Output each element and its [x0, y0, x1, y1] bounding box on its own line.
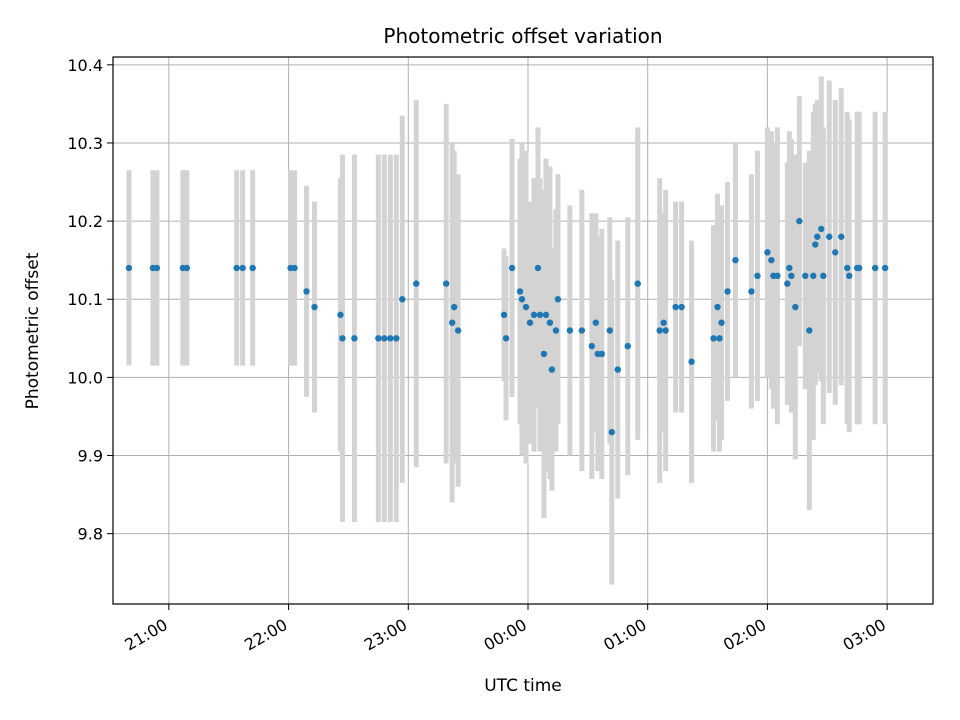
data-point — [710, 335, 717, 342]
y-tick-label: 10.4 — [67, 56, 103, 75]
data-point — [826, 233, 833, 240]
data-point — [832, 249, 839, 256]
data-point — [448, 319, 456, 326]
data-point — [768, 256, 775, 264]
data-point — [233, 264, 240, 272]
data-point — [399, 296, 406, 303]
y-axis-label: Photometric offset — [23, 252, 43, 409]
y-tick-label: 10.3 — [67, 134, 103, 153]
data-point — [552, 327, 560, 334]
data-point — [802, 272, 809, 279]
data-points — [125, 217, 889, 436]
data-point — [818, 225, 825, 233]
data-point — [812, 241, 819, 248]
data-point — [540, 350, 548, 358]
x-axis-label: UTC time — [484, 676, 562, 696]
data-point — [442, 280, 450, 287]
data-point — [413, 280, 420, 287]
data-point — [381, 335, 388, 342]
data-point — [598, 350, 606, 358]
data-point — [502, 335, 510, 342]
data-point — [393, 335, 400, 342]
y-tick-label: 9.8 — [78, 525, 103, 544]
data-point — [838, 233, 845, 240]
data-point — [662, 327, 669, 334]
data-point — [871, 264, 879, 272]
data-point — [578, 327, 586, 334]
data-point — [784, 280, 791, 287]
data-point — [522, 303, 530, 311]
data-point — [881, 264, 889, 272]
data-point — [846, 272, 853, 279]
data-point — [806, 327, 813, 334]
data-point — [792, 303, 799, 311]
data-point — [588, 342, 596, 350]
data-point — [716, 335, 723, 342]
data-point — [516, 288, 524, 295]
chart-title: Photometric offset variation — [383, 24, 662, 48]
data-point — [387, 335, 394, 342]
data-point — [125, 264, 133, 272]
data-point — [714, 303, 721, 311]
data-point — [748, 288, 755, 295]
data-point — [754, 272, 761, 279]
y-tick-label: 10.1 — [67, 290, 103, 309]
data-point — [554, 296, 562, 303]
data-point — [303, 288, 310, 295]
y-axis-ticks: 9.8 9.9 10.0 10.1 10.2 10.3 10.4 — [67, 56, 113, 544]
data-point — [375, 335, 382, 342]
data-point — [339, 335, 346, 342]
data-point — [337, 311, 344, 319]
data-point — [660, 319, 667, 326]
data-point — [608, 428, 615, 436]
data-point — [788, 272, 795, 279]
data-point — [718, 319, 725, 326]
data-point — [606, 327, 613, 334]
data-point — [672, 303, 679, 311]
plot-frame — [112, 56, 934, 605]
data-point — [624, 342, 631, 350]
data-point — [534, 264, 542, 272]
data-point — [183, 264, 191, 272]
data-point — [614, 366, 621, 373]
data-point — [688, 358, 695, 365]
data-point — [500, 311, 508, 319]
data-point — [855, 264, 863, 272]
data-point — [351, 335, 358, 342]
data-point — [454, 327, 462, 334]
data-point — [592, 319, 600, 326]
data-point — [844, 264, 851, 272]
data-point — [814, 233, 821, 240]
data-point — [548, 366, 556, 373]
data-point — [732, 256, 739, 264]
data-point — [546, 319, 554, 326]
data-point — [536, 311, 544, 319]
data-point — [291, 264, 298, 272]
data-point — [820, 272, 827, 279]
data-point — [774, 272, 781, 279]
data-point — [526, 319, 534, 326]
data-point — [239, 264, 246, 272]
data-point — [810, 272, 817, 279]
data-point — [786, 264, 793, 272]
data-point — [678, 303, 685, 311]
data-point — [796, 217, 803, 225]
data-point — [311, 303, 318, 311]
y-tick-label: 9.9 — [78, 447, 103, 466]
data-point — [724, 288, 731, 295]
data-point — [634, 280, 641, 287]
y-tick-label: 10.2 — [67, 212, 103, 231]
data-point — [518, 296, 526, 303]
data-point — [542, 311, 550, 319]
data-point — [450, 303, 458, 311]
y-tick-label: 10.0 — [67, 368, 103, 387]
data-point — [153, 264, 161, 272]
data-point — [508, 264, 516, 272]
data-point — [249, 264, 256, 272]
data-point — [566, 327, 574, 334]
data-point — [530, 311, 538, 319]
data-point — [656, 327, 663, 334]
data-point — [764, 249, 771, 256]
